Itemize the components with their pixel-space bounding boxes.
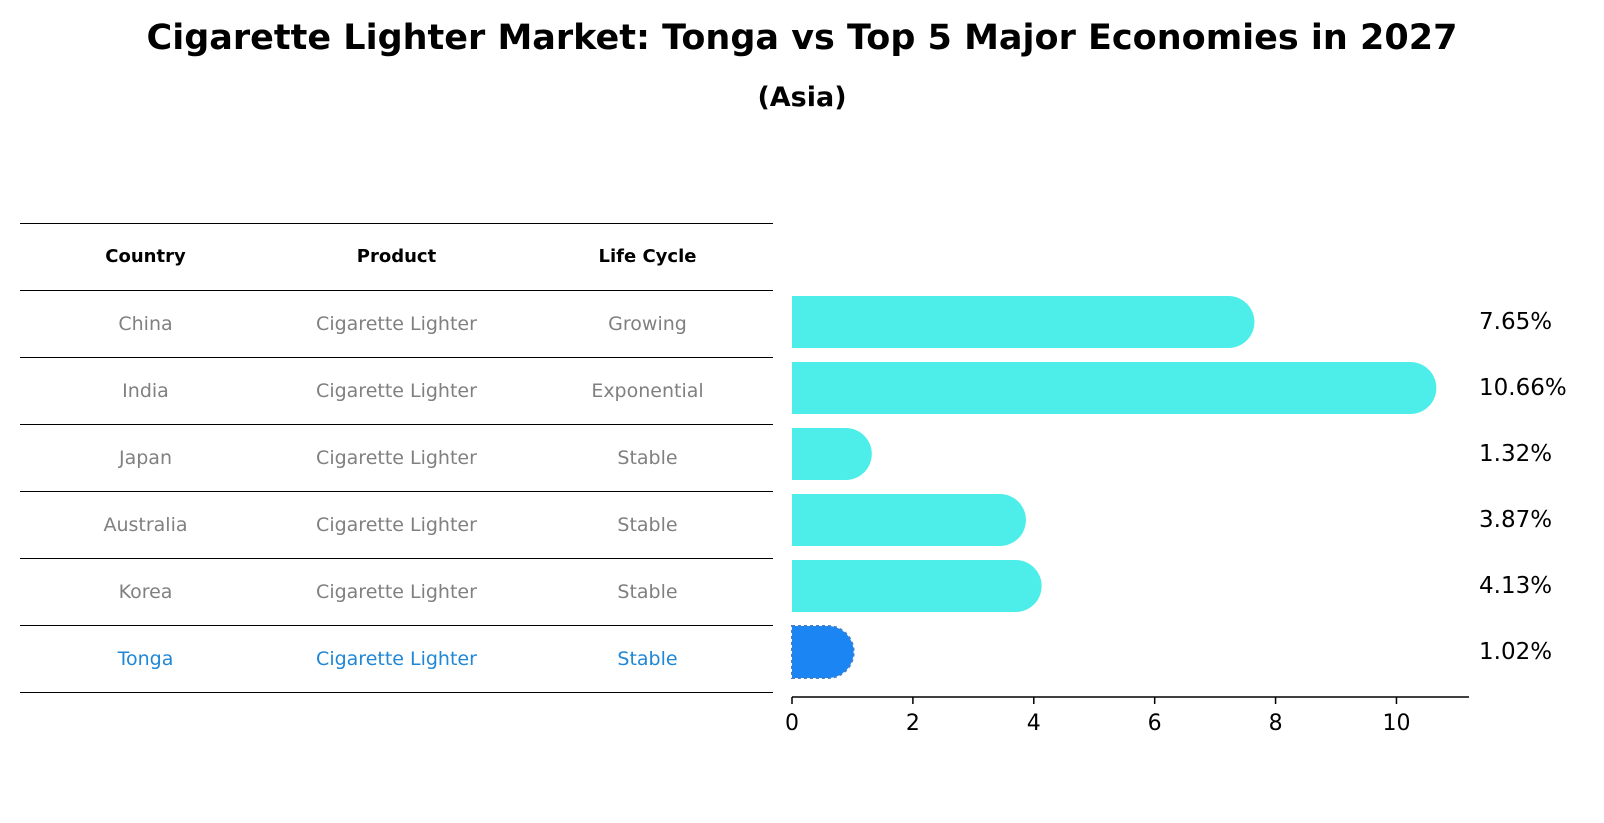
chart-title: Cigarette Lighter Market: Tonga vs Top 5… [146,18,1458,58]
table-row-highlight: Tonga Cigarette Lighter Stable [20,625,773,693]
table-header-row: Country Product Life Cycle [20,223,773,290]
cell-life-cycle: Stable [617,447,678,469]
table-row: Korea Cigarette Lighter Stable [20,558,773,625]
header-life-cycle: Life Cycle [598,246,697,267]
cell-country: Japan [119,447,172,469]
value-label-japan: 1.32% [1479,441,1552,467]
cell-product: Cigarette Lighter [316,447,477,469]
cell-product: Cigarette Lighter [316,514,477,536]
table-row: China Cigarette Lighter Growing [20,290,773,357]
x-tick-label: 6 [1148,711,1162,736]
cell-product: Cigarette Lighter [316,313,477,335]
cell-product: Cigarette Lighter [316,648,477,670]
cell-life-cycle: Stable [617,581,678,603]
value-label-tonga: 1.02% [1479,639,1552,665]
cell-country: Australia [103,514,188,536]
value-label-korea: 4.13% [1479,573,1552,599]
bar-india [792,362,1437,414]
table-row: Japan Cigarette Lighter Stable [20,424,773,491]
table-row: Australia Cigarette Lighter Stable [20,491,773,558]
x-tick-label: 0 [785,711,799,736]
table-row: India Cigarette Lighter Exponential [20,357,773,424]
cell-country: Tonga [117,648,174,670]
x-tick-label: 2 [906,711,920,736]
cell-life-cycle: Stable [617,514,678,536]
bar-korea [792,560,1042,612]
chart-subtitle: (Asia) [757,82,847,113]
value-label-china: 7.65% [1479,309,1552,335]
bar-australia [792,494,1026,546]
cell-life-cycle: Stable [617,648,678,670]
cell-product: Cigarette Lighter [316,581,477,603]
cell-life-cycle: Exponential [591,380,704,402]
header-country: Country [105,246,186,267]
country-table: Country Product Life Cycle China Cigaret… [20,223,773,693]
bar-japan [792,428,872,480]
x-tick-label: 8 [1269,711,1283,736]
cell-product: Cigarette Lighter [316,380,477,402]
value-label-australia: 3.87% [1479,507,1552,533]
cell-country: India [122,380,169,402]
cell-country: Korea [118,581,173,603]
header-product: Product [356,246,437,267]
cell-country: China [118,313,173,335]
bar-china [792,296,1255,348]
value-label-india: 10.66% [1479,375,1567,401]
bar-tonga [791,625,855,679]
x-tick-label: 4 [1027,711,1041,736]
x-tick-label: 10 [1382,711,1410,736]
cell-life-cycle: Growing [608,313,687,335]
